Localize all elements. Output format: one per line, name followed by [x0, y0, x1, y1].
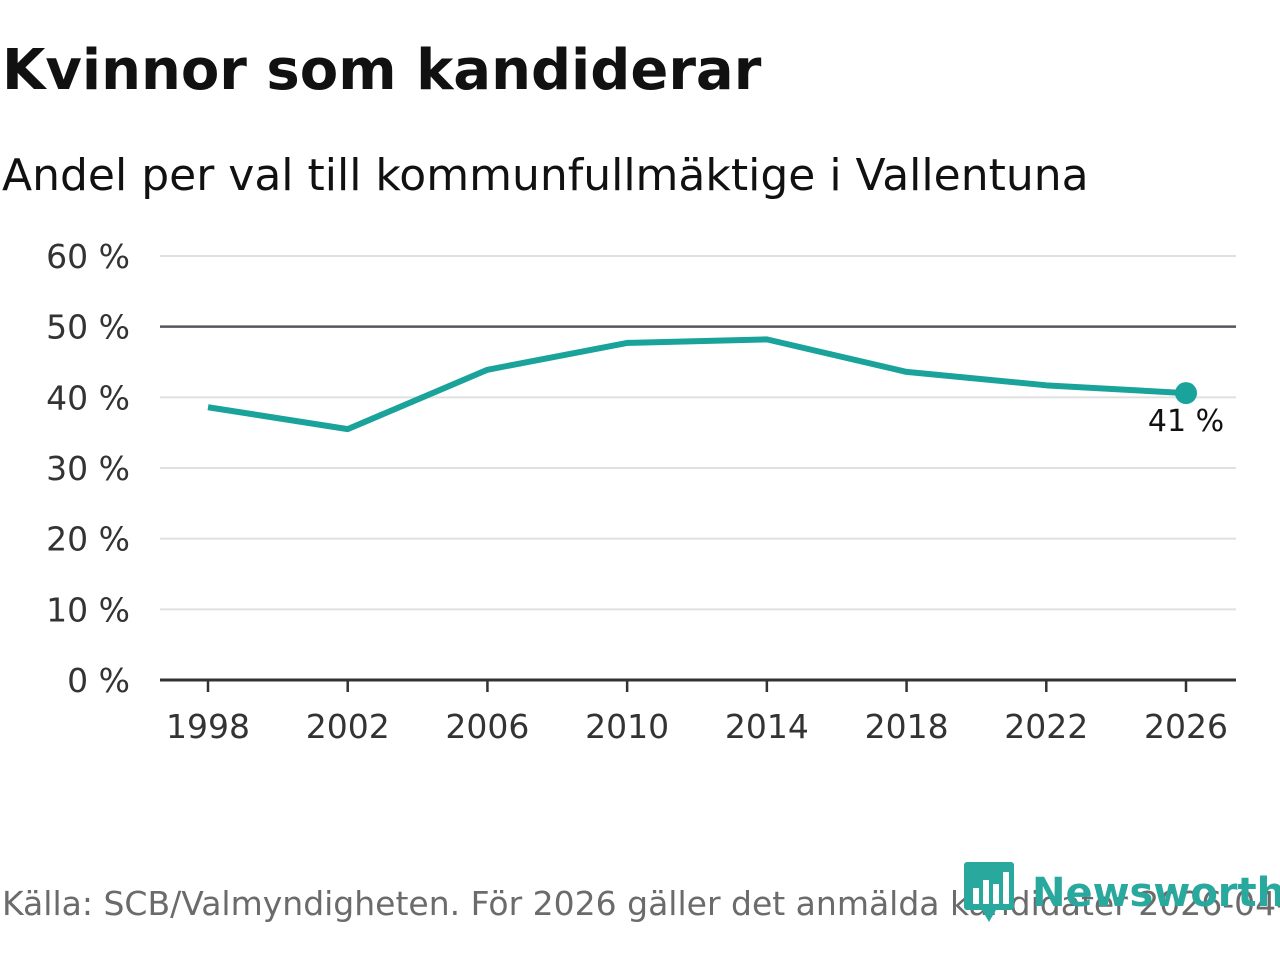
chart-subtitle: Andel per val till kommunfullmäktige i V…: [2, 150, 1089, 201]
y-tick-label-10: 10 %: [46, 590, 130, 629]
x-tick-label-2010: 2010: [585, 707, 669, 746]
x-tick-label-2018: 2018: [865, 707, 949, 746]
y-tick-label-50: 50 %: [46, 308, 130, 347]
x-tick-label-1998: 1998: [166, 707, 250, 746]
x-tick-label-2006: 2006: [445, 707, 529, 746]
x-tick-label-2022: 2022: [1004, 707, 1088, 746]
newsworthy-logo-icon: [964, 862, 1014, 922]
y-tick-label-20: 20 %: [46, 520, 130, 559]
y-tick-label-30: 30 %: [46, 449, 130, 488]
source-note: Källa: SCB/Valmyndigheten. För 2026 gäll…: [2, 884, 1280, 923]
x-tick-label-2014: 2014: [725, 707, 809, 746]
series-line: [207, 336, 1187, 433]
x-tick-label-2026: 2026: [1144, 707, 1228, 746]
x-tick-label-2002: 2002: [306, 707, 390, 746]
y-tick-label-60: 60 %: [46, 237, 130, 276]
y-tick-label-40: 40 %: [46, 378, 130, 417]
y-tick-label-0: 0 %: [67, 661, 130, 700]
brand-name: Newsworthy: [1032, 870, 1280, 916]
data-point-2026: [1175, 382, 1197, 405]
chart-title: Kvinnor som kandiderar: [2, 38, 762, 103]
brand-logo: Newsworthy: [964, 862, 1280, 924]
end-value-label: 41 %: [1148, 404, 1224, 439]
